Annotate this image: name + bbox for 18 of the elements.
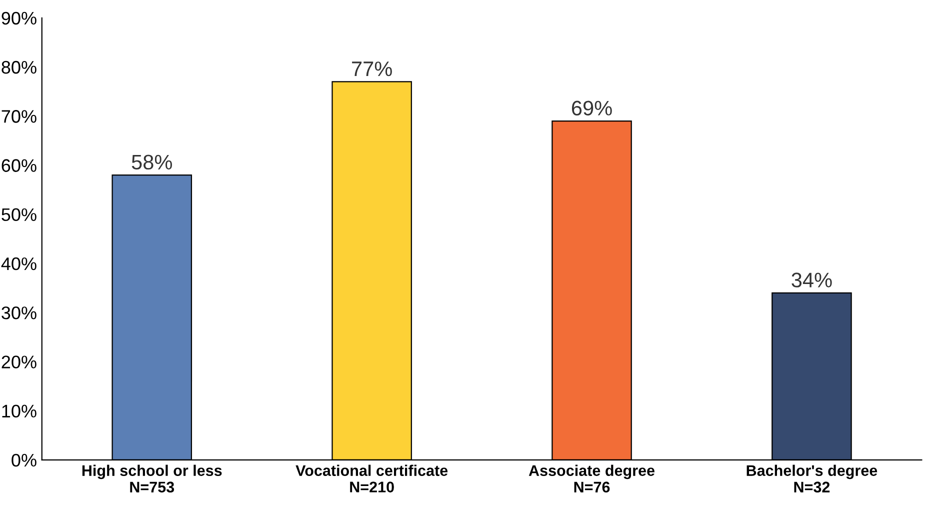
y-tick-label: 70% — [2, 110, 36, 123]
y-tick-label: 80% — [2, 60, 36, 74]
data-label: 58% — [132, 154, 172, 170]
y-tick-label: 30% — [2, 306, 36, 320]
y-tick-label: 40% — [1, 257, 36, 270]
x-tick-label: Bachelor's degree N=32 — [746, 464, 878, 493]
y-tick-label: 10% — [2, 404, 36, 418]
y-tick-label: 20% — [2, 356, 36, 368]
x-tick-label: Vocational certificate N=210 — [296, 464, 448, 492]
data-label: 69% — [572, 100, 612, 116]
y-tick-label: 60% — [2, 159, 36, 172]
y-tick-label: 90% — [2, 12, 36, 25]
y-tick-label: 0% — [12, 454, 36, 467]
data-label: 77% — [352, 62, 392, 76]
x-tick-label: Associate degree N=76 — [528, 464, 655, 493]
x-tick-label: High school or less N=753 — [82, 464, 222, 493]
data-label: 34% — [792, 272, 832, 288]
y-tick-label: 50% — [2, 208, 36, 222]
